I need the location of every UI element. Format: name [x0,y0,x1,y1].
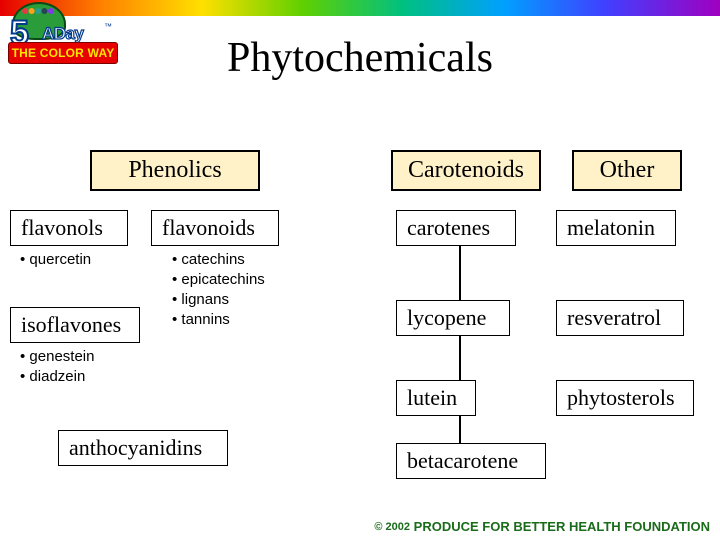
node-label: lutein [407,385,457,410]
bullet-item: genestein [20,348,94,365]
bullet-item: lignans [172,291,265,308]
footer-text: PRODUCE FOR BETTER HEALTH FOUNDATION [414,519,710,534]
node-anthocyanidins: anthocyanidins [58,430,228,466]
node-label: lycopene [407,305,486,330]
node-lycopene: lycopene [396,300,510,336]
node-isoflavones: isoflavones [10,307,140,343]
category-label: Phenolics [128,157,221,183]
bullet-item: epicatechins [172,271,265,288]
node-flavonoids: flavonoids [151,210,279,246]
node-label: flavonols [21,215,103,240]
category-phenolics: Phenolics [90,150,260,191]
node-label: phytosterols [567,385,675,410]
node-label: anthocyanidins [69,435,202,460]
node-label: resveratrol [567,305,661,330]
node-betacarotene: betacarotene [396,443,546,479]
node-label: carotenes [407,215,490,240]
page-title: Phytochemicals [0,34,720,82]
node-label: melatonin [567,215,655,240]
bullets-isoflavones: genestein diadzein [20,345,94,388]
bullets-flavonoids: catechins epicatechins lignans tannins [172,248,265,331]
node-label: isoflavones [21,312,121,337]
bullets-flavonols: quercetin [20,248,91,271]
category-other: Other [572,150,682,191]
node-label: flavonoids [162,215,255,240]
node-label: betacarotene [407,448,518,473]
bullet-item: tannins [172,311,265,328]
node-flavonols: flavonols [10,210,128,246]
node-carotenes: carotenes [396,210,516,246]
footer-copyright: © 2002 [374,521,410,533]
node-resveratrol: resveratrol [556,300,684,336]
bullet-item: quercetin [20,251,91,268]
category-label: Other [600,157,655,183]
category-carotenoids: Carotenoids [391,150,541,191]
footer-credit: © 2002 PRODUCE FOR BETTER HEALTH FOUNDAT… [374,519,710,534]
node-lutein: lutein [396,380,476,416]
logo-trademark: ™ [104,22,112,31]
category-label: Carotenoids [408,157,524,183]
node-melatonin: melatonin [556,210,676,246]
bullet-item: catechins [172,251,265,268]
bullet-item: diadzein [20,368,94,385]
node-phytosterols: phytosterols [556,380,694,416]
